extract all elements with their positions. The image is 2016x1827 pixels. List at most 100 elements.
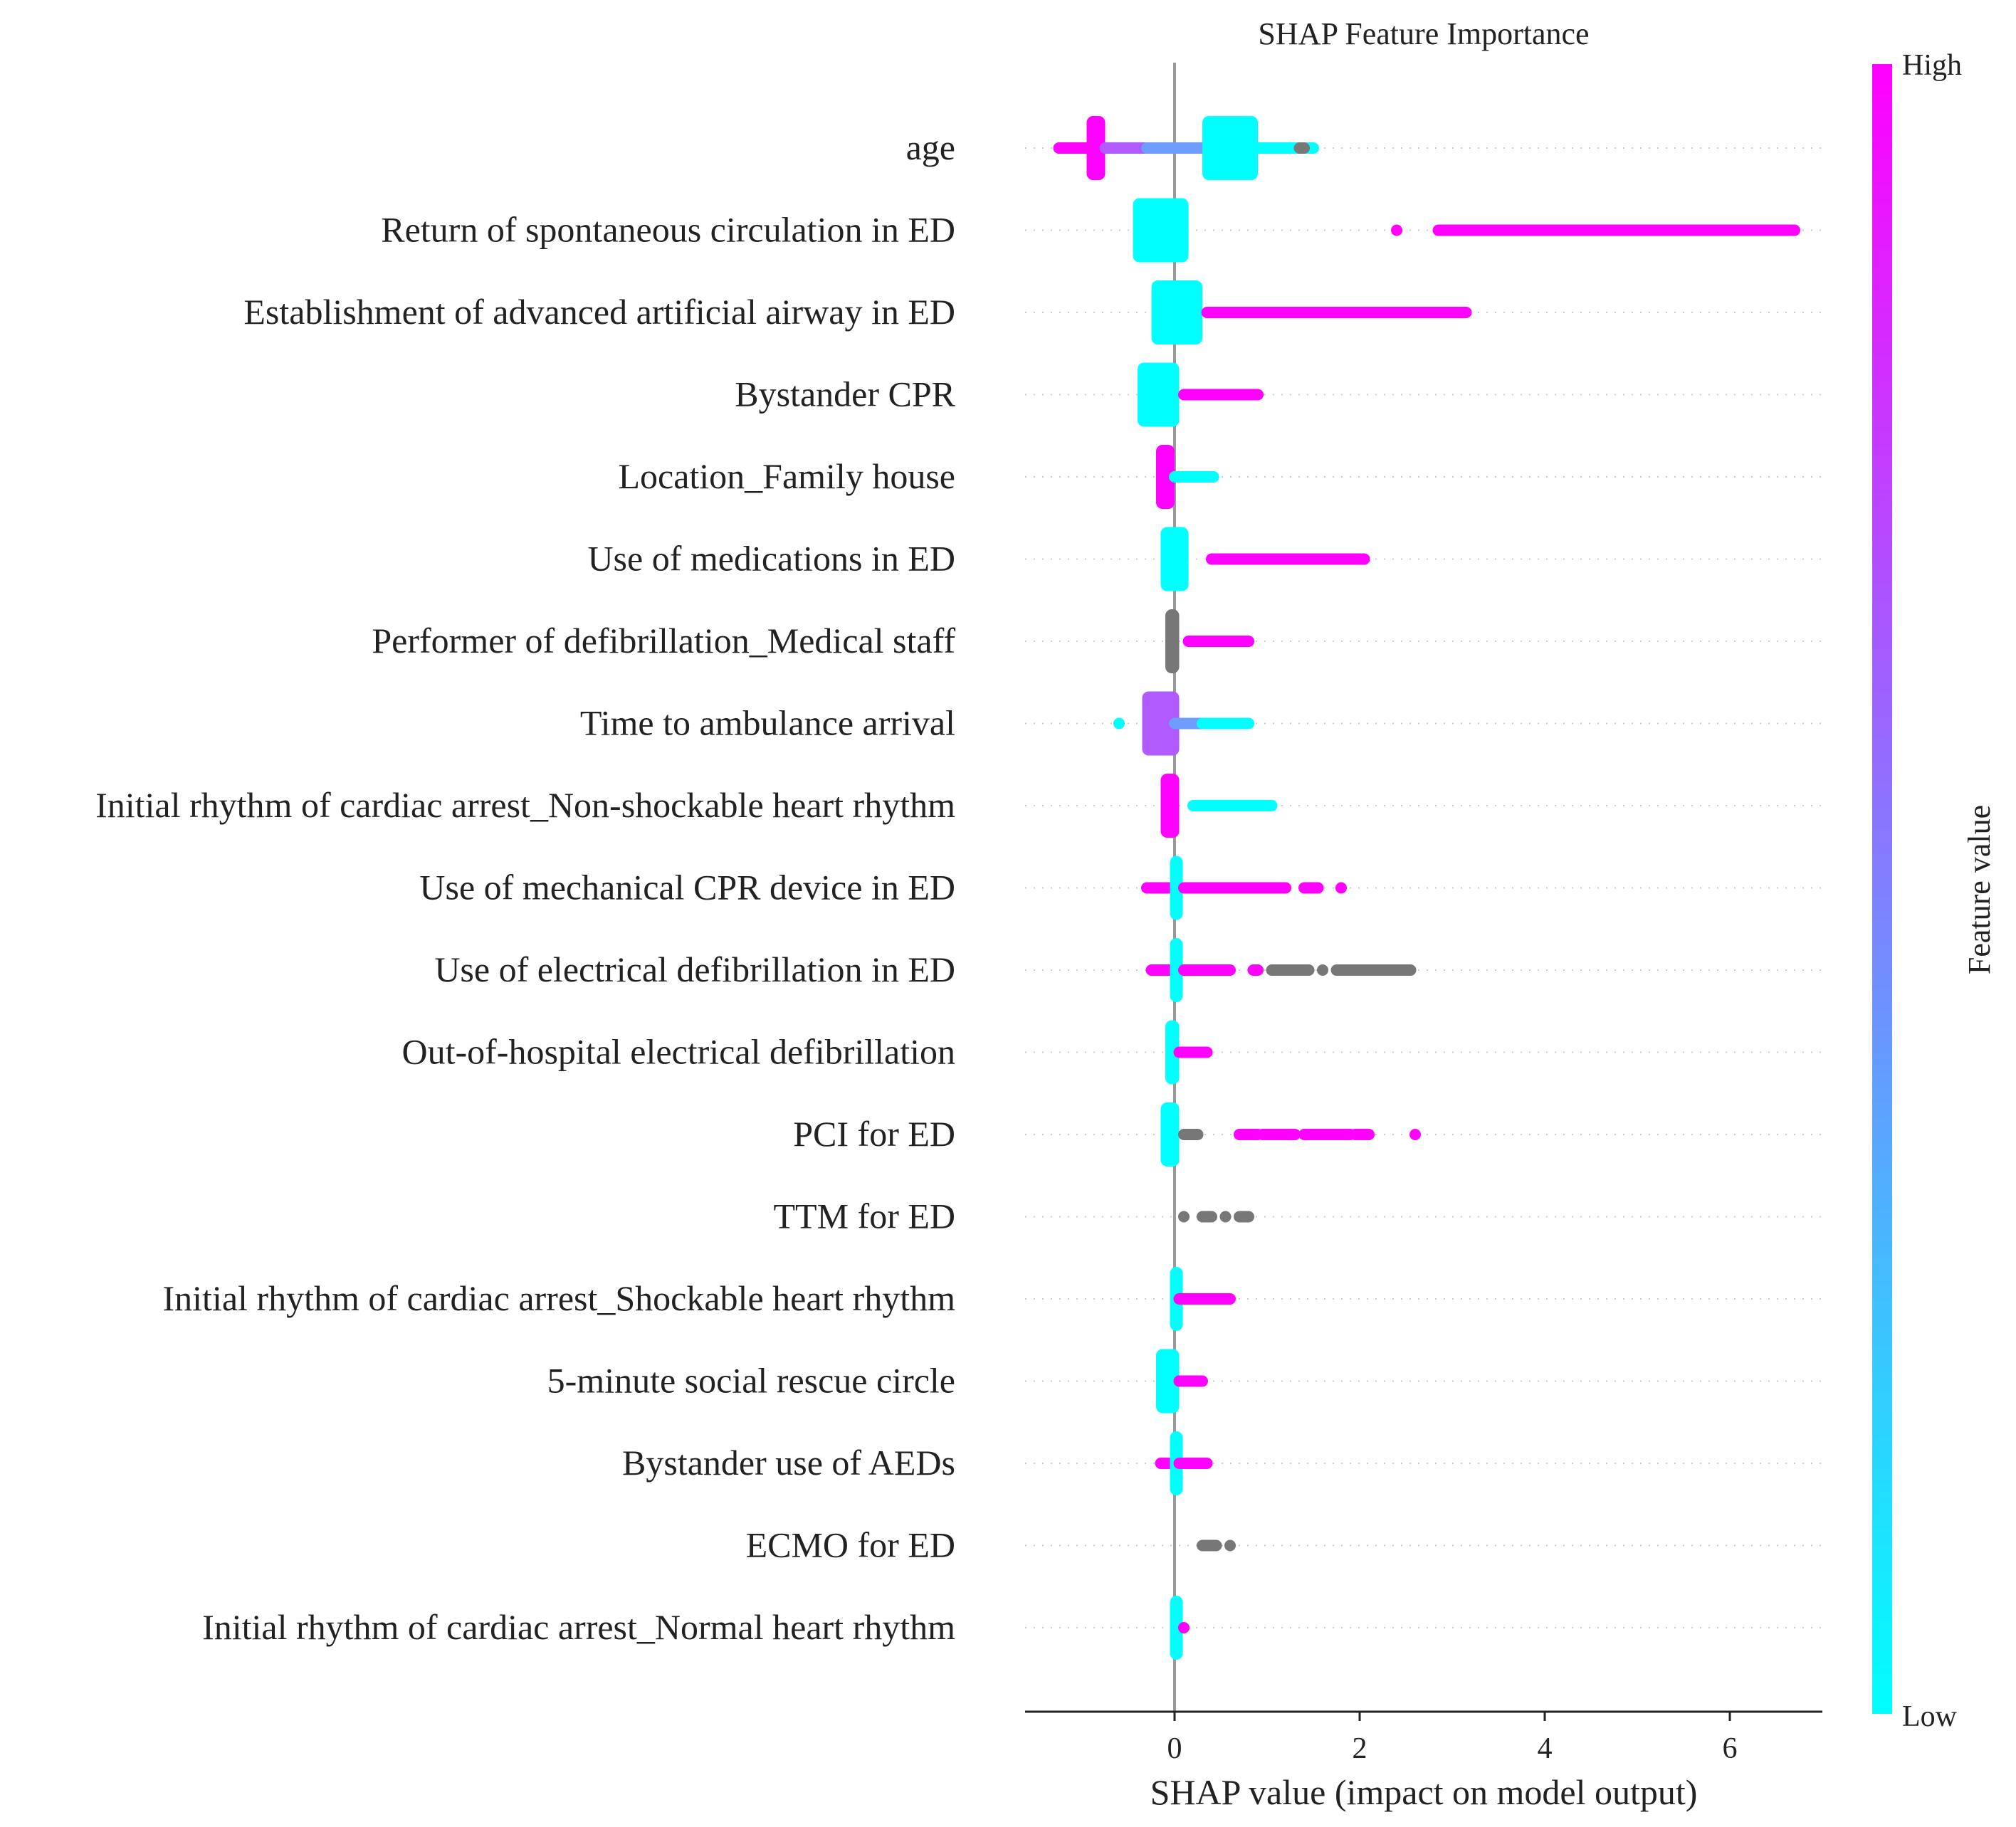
feature-label: Out-of-hospital electrical defibrillatio… bbox=[402, 1032, 956, 1072]
point-run bbox=[1145, 964, 1176, 976]
feature-points bbox=[1156, 1349, 1208, 1413]
point-cluster bbox=[1156, 1349, 1180, 1413]
point-run bbox=[1234, 1211, 1254, 1223]
feature-label: Use of mechanical CPR device in ED bbox=[419, 868, 955, 907]
feature-points bbox=[1160, 527, 1370, 591]
feature-points bbox=[1138, 362, 1264, 427]
point-cluster bbox=[1170, 855, 1183, 920]
feature-label: Bystander use of AEDs bbox=[622, 1443, 955, 1483]
x-axis-label: SHAP value (impact on model output) bbox=[1150, 1772, 1698, 1812]
point-run bbox=[1187, 800, 1278, 811]
feature-label: ECMO for ED bbox=[746, 1525, 955, 1565]
point-cluster bbox=[1151, 280, 1202, 344]
point-run bbox=[1247, 964, 1264, 976]
shap-point bbox=[1178, 1211, 1190, 1223]
feature-points bbox=[1160, 774, 1278, 838]
point-run bbox=[1234, 1129, 1264, 1140]
point-cluster bbox=[1133, 198, 1189, 263]
feature-label: Return of spontaneous circulation in ED bbox=[381, 210, 955, 250]
feature-points bbox=[1165, 1020, 1213, 1085]
x-tick-label: 6 bbox=[1723, 1732, 1738, 1765]
point-run bbox=[1197, 1211, 1217, 1223]
x-tick-label: 0 bbox=[1167, 1732, 1182, 1765]
point-run bbox=[1141, 142, 1208, 154]
point-run bbox=[1197, 1539, 1222, 1552]
point-run bbox=[1173, 1375, 1208, 1387]
point-run bbox=[1178, 1129, 1204, 1140]
shap-point bbox=[1409, 1129, 1421, 1140]
feature-label: Performer of defibrillation_Medical staf… bbox=[372, 621, 955, 660]
shap-points bbox=[1053, 116, 1800, 1660]
point-run bbox=[1099, 142, 1153, 154]
point-run bbox=[1178, 389, 1264, 401]
point-cluster bbox=[1142, 691, 1180, 756]
shap-point bbox=[1335, 882, 1347, 894]
colorbar-low-label: Low bbox=[1902, 1700, 1958, 1733]
feature-label: Use of medications in ED bbox=[587, 539, 955, 579]
feature-points bbox=[1156, 445, 1219, 509]
feature-labels: age Return of spontaneous circulation in … bbox=[95, 127, 956, 1647]
colorbar-title: Feature value bbox=[1962, 805, 1997, 974]
feature-label: Time to ambulance arrival bbox=[580, 703, 955, 743]
feature-points bbox=[1170, 1596, 1190, 1660]
feature-points bbox=[1145, 938, 1417, 1002]
point-run bbox=[1349, 1129, 1375, 1140]
point-run bbox=[1201, 307, 1472, 318]
feature-label: Location_Family house bbox=[618, 456, 955, 496]
shap-point bbox=[1219, 1211, 1232, 1223]
point-run bbox=[1178, 964, 1236, 976]
shap-point bbox=[1224, 1539, 1236, 1552]
point-run bbox=[1053, 142, 1093, 154]
feature-label: Initial rhythm of cardiac arrest_Shockab… bbox=[163, 1278, 956, 1318]
feature-label: Bystander CPR bbox=[735, 374, 955, 414]
feature-label: PCI for ED bbox=[793, 1114, 955, 1154]
feature-points bbox=[1197, 1539, 1236, 1552]
chart-title: SHAP Feature Importance bbox=[1258, 16, 1589, 51]
point-cluster bbox=[1170, 1596, 1183, 1660]
feature-points bbox=[1165, 609, 1254, 673]
shap-point bbox=[1317, 964, 1328, 976]
point-run bbox=[1182, 636, 1254, 647]
point-run bbox=[1141, 882, 1176, 894]
point-run bbox=[1178, 882, 1291, 894]
point-run bbox=[1173, 1458, 1213, 1469]
point-run bbox=[1197, 717, 1254, 730]
x-tick-label: 2 bbox=[1353, 1732, 1367, 1765]
point-cluster bbox=[1138, 362, 1180, 427]
x-tick-label: 4 bbox=[1538, 1732, 1553, 1765]
feature-label: Use of electrical defibrillation in ED bbox=[434, 949, 955, 989]
feature-points bbox=[1113, 691, 1254, 756]
shap-point bbox=[1113, 717, 1125, 730]
point-cluster bbox=[1165, 1020, 1180, 1085]
point-run bbox=[1266, 964, 1315, 976]
point-run bbox=[1256, 1129, 1301, 1140]
shap-point bbox=[1178, 1622, 1190, 1633]
point-cluster bbox=[1156, 445, 1175, 509]
point-run bbox=[1298, 882, 1324, 894]
point-run bbox=[1169, 471, 1219, 483]
feature-points bbox=[1133, 198, 1800, 263]
feature-points bbox=[1141, 855, 1347, 920]
point-run bbox=[1298, 1129, 1356, 1140]
feature-label: Initial rhythm of cardiac arrest_Non-sho… bbox=[95, 785, 955, 825]
point-cluster bbox=[1160, 1102, 1180, 1167]
point-run bbox=[1330, 964, 1417, 976]
feature-points bbox=[1155, 1431, 1213, 1495]
point-run bbox=[1173, 1046, 1213, 1058]
feature-label: age bbox=[906, 127, 955, 167]
point-run bbox=[1173, 1293, 1236, 1305]
feature-label: Establishment of advanced artificial air… bbox=[243, 292, 955, 332]
feature-points bbox=[1053, 116, 1319, 180]
feature-points bbox=[1178, 1211, 1254, 1223]
point-cluster bbox=[1160, 774, 1180, 838]
feature-label: TTM for ED bbox=[774, 1196, 956, 1236]
point-run bbox=[1293, 142, 1310, 154]
point-cluster bbox=[1086, 116, 1106, 180]
feature-label: 5-minute social rescue circle bbox=[547, 1361, 955, 1401]
feature-points bbox=[1151, 280, 1472, 344]
shap-point bbox=[1391, 224, 1402, 236]
colorbar-high-label: High bbox=[1902, 49, 1962, 82]
x-axis-ticks: 0 2 4 6 bbox=[1167, 1712, 1738, 1765]
point-cluster bbox=[1160, 527, 1189, 591]
